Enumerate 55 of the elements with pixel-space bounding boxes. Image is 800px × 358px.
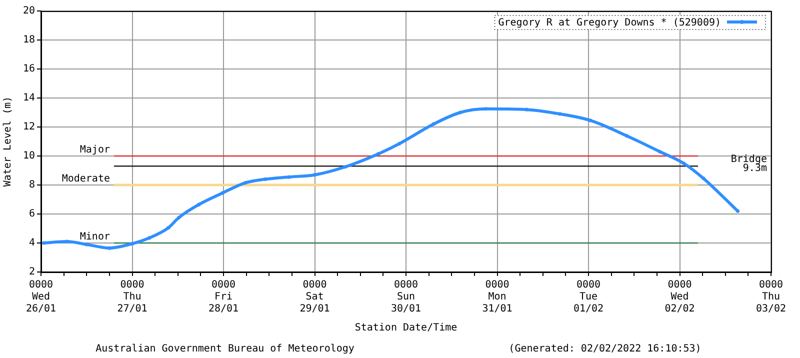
x-tick-label: 0000 Wed 02/02 [664,280,695,315]
x-tick-label: 0000 Wed 26/01 [26,280,56,315]
point [287,175,291,179]
y-tick-label: 12 [22,122,35,133]
x-axis-title: Station Date/Time [354,322,458,334]
point [84,242,88,246]
x-tick-label: 0000 Sat 29/01 [300,280,330,315]
point [558,112,562,116]
point [220,191,224,195]
point [484,107,488,111]
x-tick-label: 0000 Fri 28/01 [208,280,239,315]
point [148,236,152,240]
point [130,242,134,246]
y-tick-label: 14 [22,92,35,104]
y-tick-label: 16 [22,64,35,75]
point [264,177,268,181]
x-tick-label: 0000 Tue 01/02 [573,280,604,315]
ref-line-label: Minor [80,232,110,243]
point [108,246,112,250]
y-tick-label: 2 [28,266,35,278]
point [343,165,347,169]
point [702,176,706,180]
point [244,181,248,185]
text: (Generated: 02/02/2022 16:10:53) [508,344,702,355]
y-tick-label: 18 [22,34,35,46]
point [64,240,68,244]
point [624,134,628,138]
point [312,173,317,177]
ref-line-label: Bridge 9.3m [730,154,767,174]
point [376,152,380,156]
y-tick-label: 4 [28,238,35,249]
point [588,118,592,122]
point [166,226,170,230]
x-tick-label: 0000 Thu 27/01 [117,280,148,315]
x-tick-label: 0000 Sun 30/01 [390,280,422,315]
point [736,209,740,213]
x-tick-label: 0000 Mon 31/01 [482,280,512,315]
y-axis-title: Water Level (m) [2,96,14,187]
y-tick-label: 20 [22,6,35,17]
text: Australian Government Bureau of Meteorology [96,344,354,355]
ref-line-label: Major [80,144,110,156]
legend-label: Gregory R at Gregory Downs * (529009) [498,18,722,29]
y-tick-label: 10 [22,150,35,162]
point [177,216,181,220]
point [42,241,46,245]
point [432,122,436,126]
point [658,150,662,154]
x-tick-label: 0000 Thu 03/02 [756,280,786,315]
point [398,142,402,146]
y-tick-label: 8 [28,180,35,191]
point [458,110,462,114]
y-tick-label: 6 [28,208,35,220]
point [682,161,686,166]
point [196,202,201,206]
ref-line-label: Moderate [62,174,110,185]
